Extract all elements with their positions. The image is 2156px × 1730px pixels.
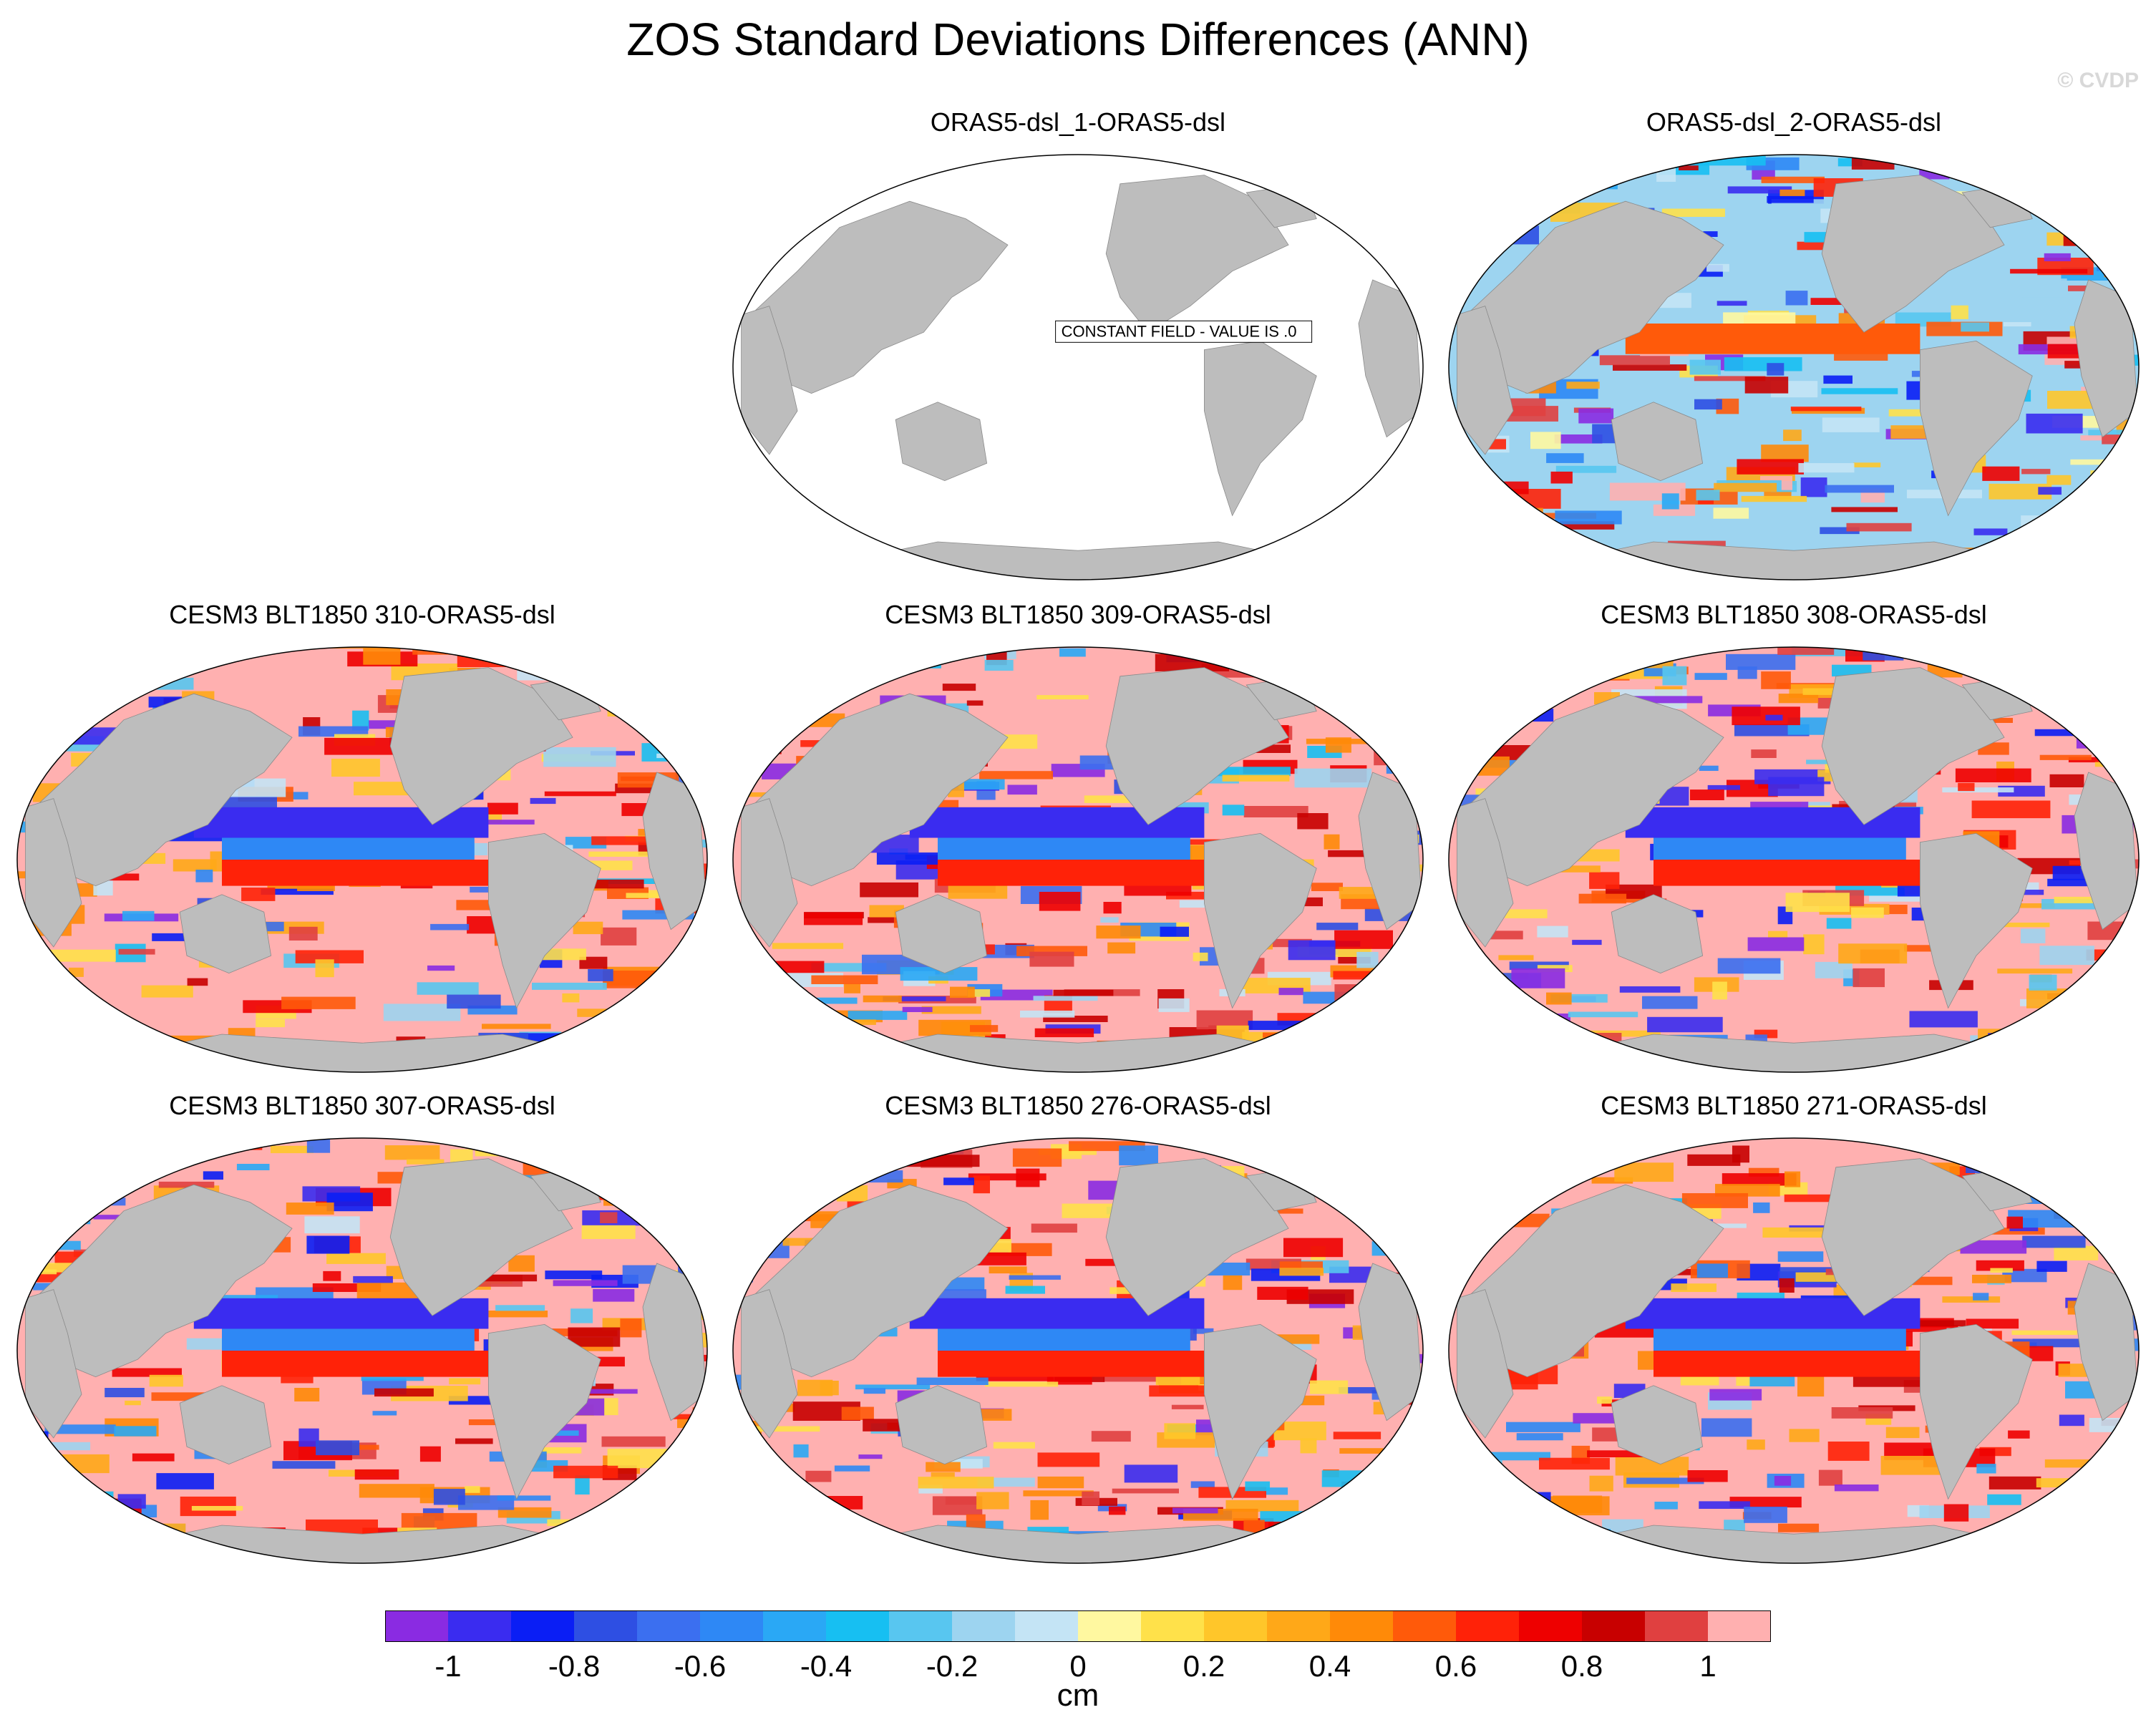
colorbar-swatch: [637, 1610, 701, 1642]
colorbar-swatch: [1645, 1610, 1709, 1642]
colorbar-tick-label: -0.4: [800, 1649, 853, 1683]
panel-title: CESM3 BLT1850 271-ORAS5-dsl: [1601, 1091, 1987, 1120]
panel-title: CESM3 BLT1850 276-ORAS5-dsl: [885, 1091, 1271, 1120]
world-map: [1448, 1137, 2140, 1564]
panel-title: CESM3 BLT1850 309-ORAS5-dsl: [885, 600, 1271, 629]
colorbar-swatch: [1267, 1610, 1331, 1642]
panel-title: CESM3 BLT1850 307-ORAS5-dsl: [169, 1091, 555, 1120]
colorbar-swatch: [1078, 1610, 1142, 1642]
map-panel-cesm3-309: CESM3 BLT1850 309-ORAS5-dsl: [720, 600, 1436, 1087]
colorbar-swatch: [1708, 1610, 1772, 1642]
map-panel-cesm3-276: CESM3 BLT1850 276-ORAS5-dsl: [720, 1091, 1436, 1578]
world-map: CONSTANT FIELD - VALUE IS .0: [732, 154, 1424, 580]
colorbar-swatch: [448, 1610, 512, 1642]
colorbar-tick-label: -0.8: [548, 1649, 601, 1683]
map-panel-oras5-dsl-1: ORAS5-dsl_1-ORAS5-dsl CONSTANT FIELD - V…: [720, 107, 1436, 594]
colorbar-swatch: [700, 1610, 764, 1642]
world-map: [1448, 646, 2140, 1073]
panel-title: CESM3 BLT1850 308-ORAS5-dsl: [1601, 600, 1987, 629]
world-map: [732, 646, 1424, 1073]
map-panel-cesm3-310: CESM3 BLT1850 310-ORAS5-dsl: [4, 600, 720, 1087]
colorbar-swatch: [1519, 1610, 1583, 1642]
colorbar-units: cm: [1057, 1678, 1099, 1713]
panel-title: CESM3 BLT1850 310-ORAS5-dsl: [169, 600, 555, 629]
constant-field-note: CONSTANT FIELD - VALUE IS .0: [1062, 322, 1297, 340]
map-panel-oras5-dsl-2: ORAS5-dsl_2-ORAS5-dsl: [1436, 107, 2152, 594]
colorbar-tick-label: 0.2: [1183, 1649, 1225, 1683]
colorbar-tick-label: 0.6: [1434, 1649, 1477, 1683]
panel-title: ORAS5-dsl_2-ORAS5-dsl: [1646, 107, 1942, 137]
colorbar-swatch: [952, 1610, 1016, 1642]
colorbar-swatch: [385, 1610, 449, 1642]
colorbar-swatch: [1141, 1610, 1205, 1642]
map-panel-cesm3-307: CESM3 BLT1850 307-ORAS5-dsl: [4, 1091, 720, 1578]
colorbar-tick-label: -0.6: [674, 1649, 727, 1683]
colorbar-swatches: [385, 1610, 1772, 1642]
colorbar-tick-label: 1: [1699, 1649, 1716, 1683]
colorbar-swatch: [826, 1610, 890, 1642]
map-panel-cesm3-271: CESM3 BLT1850 271-ORAS5-dsl: [1436, 1091, 2152, 1578]
colorbar-swatch: [574, 1610, 638, 1642]
colorbar: [385, 1610, 1772, 1642]
colorbar-swatch: [763, 1610, 827, 1642]
colorbar-swatch: [1330, 1610, 1394, 1642]
world-map: [16, 646, 708, 1073]
map-panel-cesm3-308: CESM3 BLT1850 308-ORAS5-dsl: [1436, 600, 2152, 1087]
figure-title: ZOS Standard Deviations Differences (ANN…: [626, 14, 1530, 65]
colorbar-swatch: [1015, 1610, 1079, 1642]
colorbar-swatch: [1582, 1610, 1646, 1642]
world-map: [732, 1137, 1424, 1564]
colorbar-tick-label: -1: [434, 1649, 462, 1683]
colorbar-tick-label: 0.8: [1560, 1649, 1603, 1683]
colorbar-swatch: [511, 1610, 575, 1642]
colorbar-swatch: [1393, 1610, 1457, 1642]
colorbar-tick-label: 0.4: [1308, 1649, 1351, 1683]
cvdp-credit: © CVDP: [2057, 69, 2139, 92]
panel-title: ORAS5-dsl_1-ORAS5-dsl: [930, 107, 1226, 137]
world-map: [1448, 154, 2140, 580]
colorbar-swatch: [1456, 1610, 1520, 1642]
colorbar-tick-label: 0: [1069, 1649, 1087, 1683]
colorbar-swatch: [1204, 1610, 1268, 1642]
colorbar-swatch: [889, 1610, 953, 1642]
world-map: [16, 1137, 708, 1564]
colorbar-tick-label: -0.2: [926, 1649, 979, 1683]
